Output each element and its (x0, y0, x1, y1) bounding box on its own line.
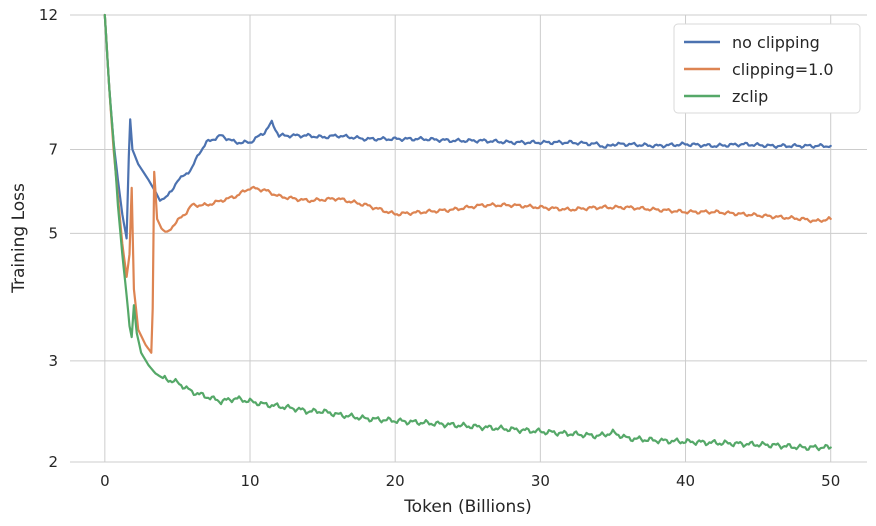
y-tick-label: 5 (48, 224, 58, 242)
series-lines (103, 13, 832, 452)
y-axis-label: Training Loss (9, 183, 29, 294)
grid (70, 14, 867, 463)
y-tick-label: 2 (48, 453, 58, 471)
series-line-no-clipping (103, 13, 832, 240)
x-axis-label: Token (Billions) (403, 497, 532, 517)
x-tick-label: 30 (531, 472, 550, 490)
x-tick-label: 10 (240, 472, 259, 490)
x-tick-label: 20 (386, 472, 405, 490)
y-tick-labels: 2 3 5 7 12 (39, 6, 58, 471)
series-line-clipping-1-0 (103, 13, 832, 354)
x-tick-label: 0 (100, 472, 110, 490)
y-tick-label: 3 (48, 352, 58, 370)
y-tick-label: 12 (39, 6, 58, 24)
x-tick-label: 40 (676, 472, 695, 490)
y-tick-label: 7 (48, 140, 58, 158)
legend-box (673, 23, 861, 114)
legend-items: no clipping clipping=1.0 zclip (684, 33, 834, 106)
legend-label: no clipping (732, 33, 820, 52)
x-tick-labels: 0 10 20 30 40 50 (100, 472, 840, 490)
legend: no clipping clipping=1.0 zclip (673, 23, 861, 114)
x-tick-label: 50 (821, 472, 840, 490)
legend-label: clipping=1.0 (732, 60, 834, 79)
series-line-zclip (103, 13, 832, 452)
legend-label: zclip (732, 87, 768, 106)
